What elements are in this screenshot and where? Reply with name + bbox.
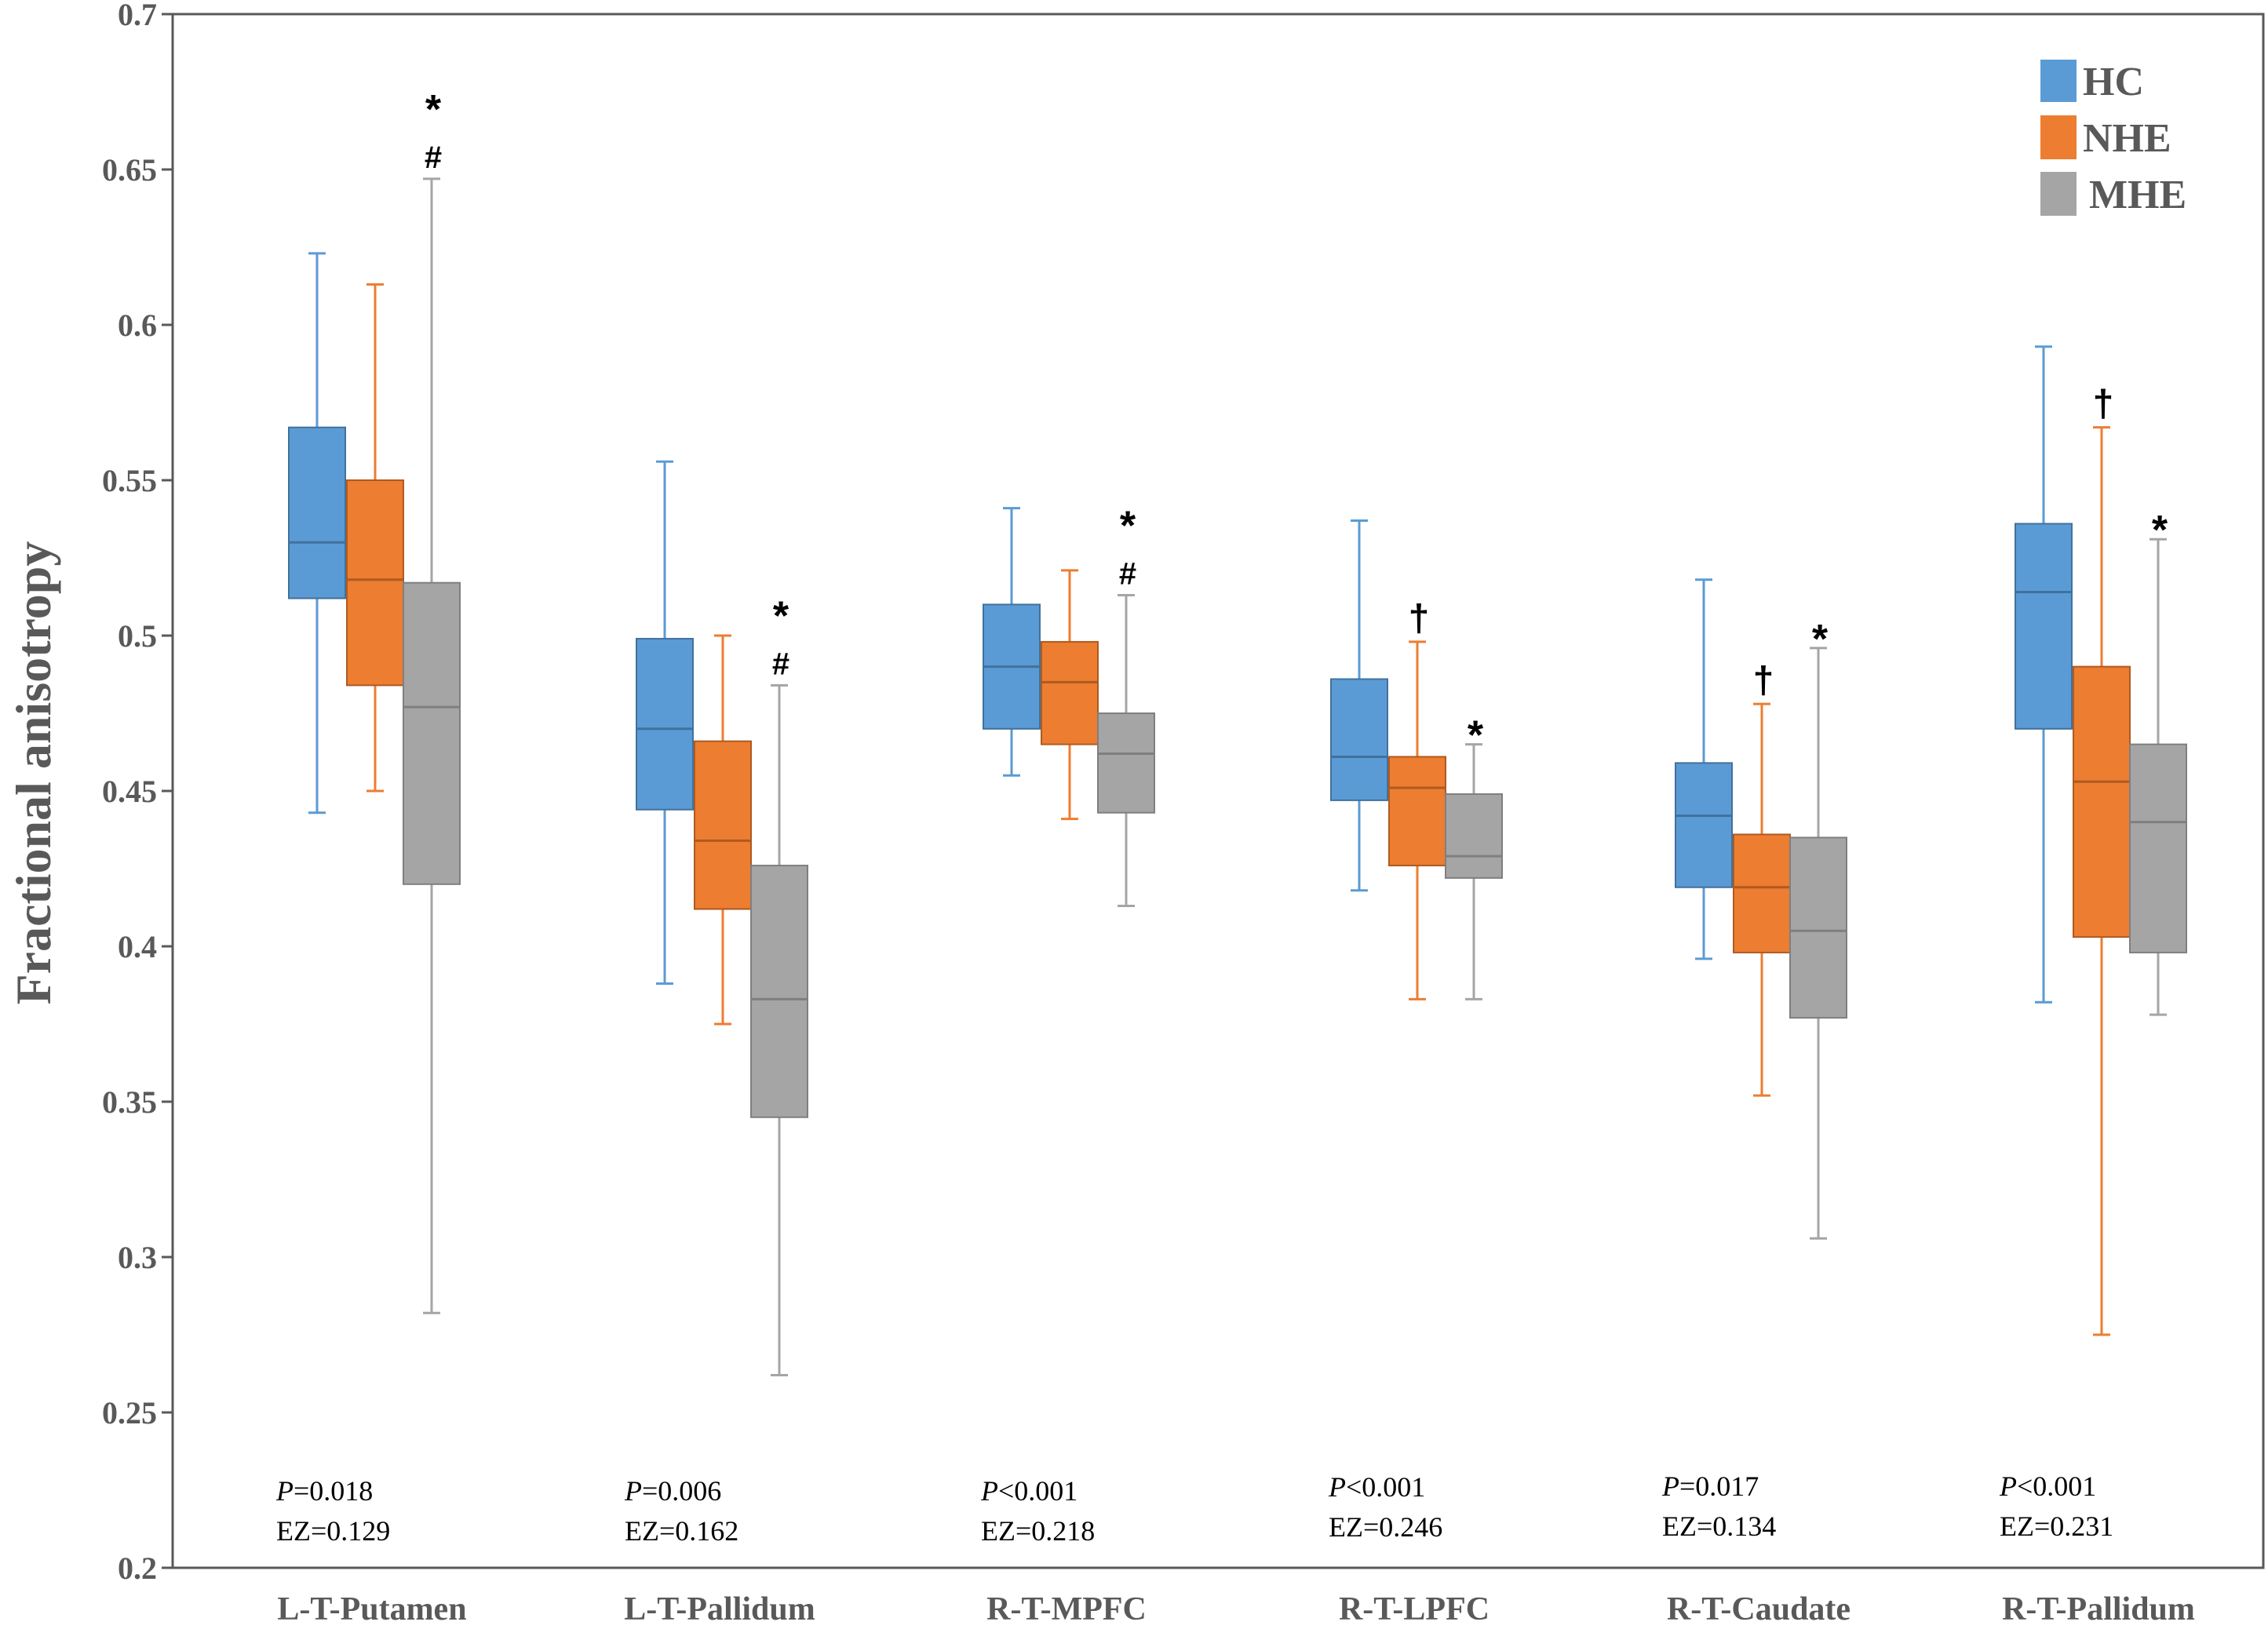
legend-swatch-hc — [2040, 60, 2077, 102]
box-iqr — [1733, 833, 1791, 953]
box-hc — [983, 507, 1041, 777]
box-nhe: † — [1388, 598, 1446, 1000]
y-tick-label: 0.5 — [118, 618, 157, 654]
legend-label-mhe: MHE — [2089, 173, 2186, 217]
p-value: P=0.017 — [1661, 1470, 1759, 1502]
category-group-r-t-mpfc: #* — [983, 504, 1155, 908]
y-tick-label: 0.35 — [102, 1084, 157, 1120]
legend-swatch-mhe — [2040, 172, 2077, 216]
category-group-r-t-pallidum: †* — [2015, 345, 2187, 1336]
box-iqr — [288, 426, 346, 599]
significance-star: * — [2152, 508, 2168, 553]
box-mhe: #* — [1097, 504, 1155, 908]
box-mhe: * — [2129, 508, 2187, 1016]
box-hc — [288, 252, 346, 814]
box-iqr — [403, 581, 461, 885]
box-iqr — [2129, 743, 2187, 953]
plot-frame — [171, 13, 2265, 1569]
x-category-label: R-T-Caudate — [1667, 1591, 1850, 1627]
box-nhe — [694, 634, 752, 1026]
effect-size: EZ=0.218 — [981, 1515, 1095, 1547]
y-tick-label: 0.7 — [118, 0, 157, 32]
y-tick-label: 0.6 — [118, 308, 157, 343]
significance-dagger: † — [1753, 660, 1774, 702]
significance-dagger: † — [2093, 384, 2114, 425]
significance-star: * — [1468, 713, 1484, 759]
box-nhe: † — [2073, 384, 2131, 1336]
y-axis-title: Fractional anisotropy — [5, 541, 61, 1005]
p-value: P<0.001 — [1328, 1471, 1425, 1503]
box-hc — [1330, 519, 1388, 892]
box-hc — [2015, 345, 2073, 1004]
legend: HC NHE MHE — [2040, 60, 2186, 217]
box-iqr — [1675, 762, 1733, 888]
box-iqr — [1330, 678, 1388, 801]
effect-size: EZ=0.129 — [276, 1515, 390, 1547]
stat-annotations: P=0.018 EZ=0.129 P=0.006 EZ=0.162 P<0.001 EZ=… — [275, 1470, 2113, 1547]
effect-size: EZ=0.231 — [2000, 1511, 2113, 1542]
box-hc — [1675, 578, 1733, 960]
box-hc — [636, 460, 694, 986]
box-mhe: #* — [403, 87, 461, 1314]
category-group-l-t-pallidum: #* — [636, 460, 808, 1376]
category-group-r-t-lpfc: †* — [1330, 519, 1503, 1000]
box-iqr — [2073, 665, 2131, 938]
y-tick-label: 0.3 — [118, 1240, 157, 1275]
significance-dagger: † — [1409, 598, 1430, 640]
box-iqr — [1388, 756, 1446, 867]
box-iqr — [636, 637, 694, 811]
y-axis: 0.2 0.25 0.3 0.35 0.4 0.45 0.5 0.55 0.6 0.65 0.7 — [102, 0, 173, 1586]
box-iqr — [1445, 793, 1503, 879]
box-iqr — [2015, 523, 2073, 730]
box-iqr — [750, 865, 808, 1118]
significance-hash: # — [772, 647, 789, 681]
x-category-label: R-T-LPFC — [1339, 1591, 1490, 1627]
box-iqr — [694, 740, 752, 910]
x-category-label: R-T-Pallidum — [2002, 1591, 2195, 1627]
y-tick-label: 0.25 — [102, 1395, 157, 1430]
p-value: P=0.006 — [624, 1475, 721, 1507]
y-tick-label: 0.2 — [118, 1551, 157, 1586]
significance-star: * — [1812, 617, 1829, 662]
box-mhe: #* — [750, 593, 808, 1376]
significance-hash: # — [1119, 557, 1136, 592]
y-tick-label: 0.55 — [102, 463, 157, 498]
significance-hash: # — [425, 140, 442, 175]
y-tick-label: 0.45 — [102, 774, 157, 809]
box-mhe: * — [1789, 617, 1847, 1240]
box-groups: #*#*#*†*†*†* — [288, 87, 2187, 1376]
significance-star: * — [1120, 504, 1136, 549]
p-value: P<0.001 — [1999, 1470, 2096, 1502]
x-category-label: L-T-Pallidum — [624, 1591, 815, 1627]
legend-label-hc: HC — [2083, 60, 2144, 104]
significance-star: * — [425, 87, 442, 133]
x-category-label: R-T-MPFC — [986, 1591, 1147, 1627]
p-value: P=0.018 — [275, 1475, 373, 1507]
effect-size: EZ=0.162 — [625, 1515, 738, 1547]
legend-swatch-nhe — [2040, 115, 2077, 159]
box-nhe — [346, 283, 404, 793]
box-nhe: † — [1733, 660, 1791, 1097]
effect-size: EZ=0.246 — [1329, 1511, 1442, 1543]
legend-label-nhe: NHE — [2083, 116, 2171, 161]
category-group-l-t-putamen: #* — [288, 87, 461, 1314]
box-nhe — [1041, 569, 1099, 821]
category-labels: L-T-Putamen L-T-Pallidum R-T-MPFC R-T-LPFC R… — [277, 1591, 2194, 1627]
y-tick-label: 0.4 — [118, 929, 157, 964]
significance-star: * — [773, 593, 789, 639]
p-value: P<0.001 — [980, 1475, 1077, 1507]
effect-size: EZ=0.134 — [1662, 1511, 1776, 1542]
box-iqr — [1097, 712, 1155, 814]
box-iqr — [1041, 640, 1099, 745]
x-category-label: L-T-Putamen — [277, 1591, 466, 1627]
box-mhe: * — [1445, 713, 1503, 1000]
box-iqr — [346, 479, 404, 687]
category-group-r-t-caudate: †* — [1675, 578, 1847, 1240]
box-iqr — [1789, 836, 1847, 1019]
y-tick-label: 0.65 — [102, 152, 157, 188]
